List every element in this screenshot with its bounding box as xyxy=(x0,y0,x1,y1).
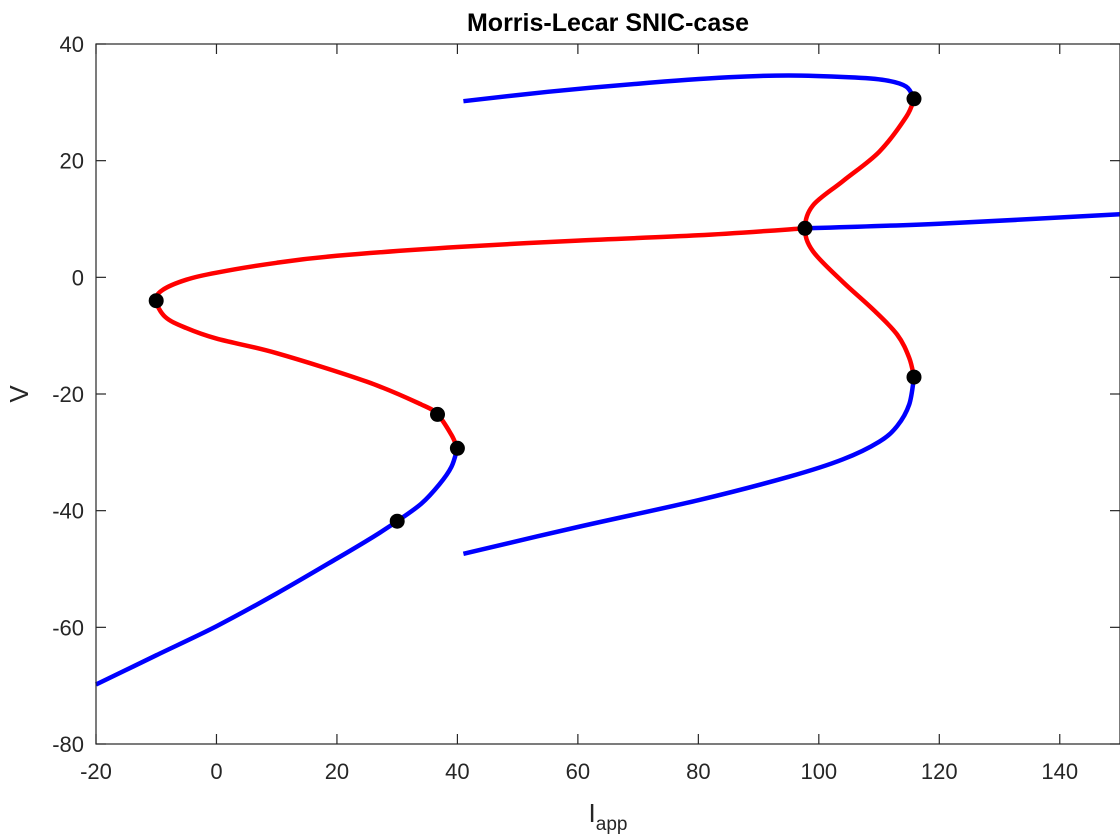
curve-layer xyxy=(95,73,1120,687)
y-tick-label: -40 xyxy=(52,499,84,524)
y-axis-label: V xyxy=(4,385,34,403)
special-point-5 xyxy=(797,220,813,236)
y-tick-label: -80 xyxy=(52,732,84,757)
unstable-branch-2 xyxy=(153,226,806,450)
special-point-layer xyxy=(148,91,922,529)
special-point-1 xyxy=(148,293,164,309)
special-point-4 xyxy=(389,513,405,529)
x-tick-label: 40 xyxy=(445,759,469,784)
x-tick-label: 120 xyxy=(921,759,958,784)
y-axis: -80 -60 -40 -20 0 20 40 xyxy=(52,32,1120,757)
special-point-3 xyxy=(449,440,465,456)
x-tick-label: 80 xyxy=(686,759,710,784)
y-tick-label: -20 xyxy=(52,382,84,407)
stable-branch-6 xyxy=(463,73,916,104)
stable-branch-3 xyxy=(804,212,1120,231)
stable-branch-1 xyxy=(95,447,460,687)
x-tick-label: 0 xyxy=(210,759,222,784)
y-tick-label: -60 xyxy=(52,615,84,640)
x-axis-label-main: I xyxy=(589,798,596,828)
stable-branch-5 xyxy=(462,376,917,556)
x-tick-label: 60 xyxy=(566,759,590,784)
special-point-2 xyxy=(430,406,445,422)
y-tick-label: 20 xyxy=(60,149,84,174)
x-tick-label: 140 xyxy=(1041,759,1078,784)
special-point-6 xyxy=(906,91,922,107)
y-tick-label: 0 xyxy=(72,265,84,290)
y-tick-label: 40 xyxy=(60,32,84,57)
unstable-branch-4 xyxy=(802,97,917,378)
x-axis-label: Iapp xyxy=(589,798,628,835)
x-axis: -20 0 20 40 60 80 100 120 140 xyxy=(80,44,1078,784)
plot-area-frame xyxy=(95,43,1120,745)
chart-title: Morris-Lecar SNIC-case xyxy=(467,9,749,37)
x-tick-label: -20 xyxy=(80,759,112,784)
x-axis-label-subscript: app xyxy=(596,814,628,835)
x-tick-label: 20 xyxy=(325,759,349,784)
special-point-7 xyxy=(906,369,922,385)
x-tick-label: 100 xyxy=(800,759,837,784)
